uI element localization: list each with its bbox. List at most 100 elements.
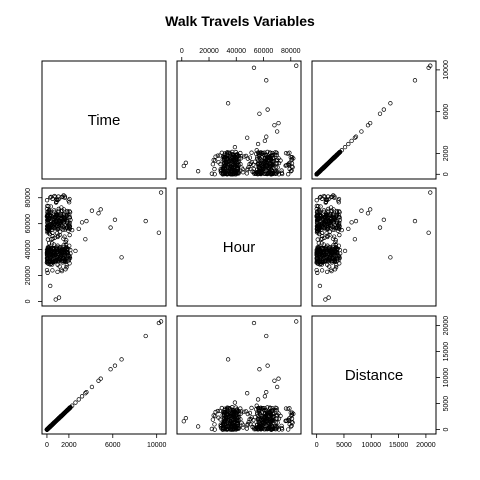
point-hour-vs-time-436 <box>59 249 64 254</box>
point-hour-vs-distance-11 <box>349 220 354 225</box>
point-time-vs-distance-436 <box>328 158 334 163</box>
point-hour-vs-time-355 <box>63 249 69 254</box>
point-hour-vs-time-429 <box>56 196 61 202</box>
point-hour-vs-time-5 <box>108 225 113 230</box>
point-distance-vs-time-5 <box>108 367 113 372</box>
point-hour-vs-distance-1 <box>426 230 431 235</box>
point-hour-vs-distance-350 <box>315 245 320 250</box>
point-hour-vs-distance-373 <box>324 231 329 236</box>
point-distance-vs-hour-25 <box>240 425 246 430</box>
point-distance-vs-hour-2 <box>264 333 269 339</box>
point-time-vs-distance-446 <box>331 156 336 161</box>
point-distance-vs-hour-22 <box>212 422 217 427</box>
point-distance-vs-hour-350 <box>236 426 241 431</box>
point-hour-vs-distance-402 <box>328 253 333 259</box>
point-time-vs-hour-412 <box>289 157 295 162</box>
point-hour-vs-time-443 <box>62 258 67 264</box>
point-hour-vs-time-288 <box>63 239 68 245</box>
point-distance-vs-hour-402 <box>227 414 232 419</box>
point-hour-vs-time-333 <box>62 195 67 200</box>
point-hour-vs-distance-343 <box>315 270 320 275</box>
point-time-vs-hour-421 <box>251 166 256 172</box>
point-time-vs-hour-220 <box>218 169 223 174</box>
point-hour-vs-distance-412 <box>330 194 335 199</box>
point-hour-vs-distance-3 <box>388 255 393 260</box>
point-time-vs-hour-11 <box>262 138 268 144</box>
point-hour-vs-time-415 <box>45 203 50 209</box>
y-tick-label-hour-0: 0 <box>25 299 32 303</box>
point-hour-vs-distance-268 <box>320 236 325 241</box>
point-hour-vs-time-7 <box>96 211 101 216</box>
point-distance-vs-hour-0 <box>294 319 299 324</box>
point-hour-vs-distance-19 <box>326 295 331 300</box>
point-time-vs-hour-271 <box>213 154 218 159</box>
point-hour-vs-distance-5 <box>377 225 383 230</box>
point-hour-vs-time-19 <box>56 295 62 300</box>
point-time-vs-hour-405 <box>221 157 227 162</box>
point-hour-vs-time-433 <box>54 255 59 260</box>
point-hour-vs-time-446 <box>61 212 66 217</box>
point-hour-vs-time-9 <box>84 218 89 224</box>
point-distance-vs-hour-436 <box>231 413 237 419</box>
point-hour-vs-time-373 <box>54 231 60 236</box>
point-hour-vs-distance-444 <box>326 214 331 219</box>
point-hour-vs-distance-141 <box>337 261 342 266</box>
point-distance-vs-hour-299 <box>262 410 268 416</box>
diagonal-label-distance: Distance <box>345 367 403 384</box>
point-hour-vs-time-13 <box>73 248 78 254</box>
point-hour-vs-distance-273 <box>335 228 341 233</box>
point-hour-vs-distance-9 <box>353 218 359 224</box>
point-time-vs-hour-348 <box>258 150 264 155</box>
point-hour-vs-time-349 <box>49 241 55 246</box>
point-hour-vs-time-125 <box>64 265 69 270</box>
point-time-vs-hour-422 <box>258 171 264 177</box>
point-time-vs-hour-19 <box>183 160 189 165</box>
point-time-vs-hour-434 <box>270 150 275 156</box>
point-distance-vs-time-3 <box>119 357 124 362</box>
point-distance-vs-hour-3 <box>225 357 231 362</box>
point-distance-vs-time-13 <box>73 400 78 405</box>
point-distance-vs-time-445 <box>44 427 50 432</box>
point-distance-vs-hour-431 <box>289 419 294 425</box>
point-time-vs-hour-436 <box>231 158 237 163</box>
point-hour-vs-distance-355 <box>333 249 338 254</box>
point-distance-vs-time-416 <box>67 405 73 410</box>
point-hour-vs-time-440 <box>49 224 55 230</box>
point-distance-vs-hour-9 <box>264 390 269 395</box>
point-hour-vs-time-416 <box>67 210 73 215</box>
point-hour-vs-time-404 <box>55 269 60 275</box>
point-distance-vs-hour-5 <box>257 367 262 372</box>
point-hour-vs-time-1 <box>156 230 162 235</box>
point-distance-vs-hour-399 <box>244 426 249 431</box>
point-distance-vs-hour-391 <box>230 417 236 423</box>
point-time-vs-hour-354 <box>212 158 218 163</box>
x-tick-label-hour-3: 60000 <box>254 48 274 55</box>
point-time-vs-hour-441 <box>283 150 289 156</box>
point-hour-vs-distance-267 <box>314 198 319 203</box>
y-tick-label-time-2: 6000 <box>443 104 450 120</box>
point-time-vs-hour-0 <box>294 63 299 68</box>
x-tick-label-distance-1: 5000 <box>336 442 352 449</box>
y-tick-label-hour-2: 40000 <box>25 240 32 260</box>
point-distance-vs-hour-435 <box>220 421 225 427</box>
point-hour-vs-distance-429 <box>326 196 331 202</box>
point-hour-vs-time-439 <box>45 214 50 219</box>
point-hour-vs-time-382 <box>60 227 66 232</box>
point-hour-vs-distance-442 <box>318 249 323 254</box>
point-distance-vs-hour-349 <box>240 422 245 427</box>
point-time-vs-hour-350 <box>236 171 241 176</box>
point-hour-vs-time-425 <box>45 220 50 226</box>
point-hour-vs-time-408 <box>55 262 60 267</box>
point-time-vs-distance-433 <box>324 162 329 168</box>
point-hour-vs-distance-12 <box>346 226 351 232</box>
point-distance-vs-time-441 <box>67 406 72 411</box>
y-tick-label-time-1: 2000 <box>443 146 450 162</box>
point-distance-vs-time-433 <box>54 418 59 423</box>
point-distance-vs-hour-373 <box>251 417 256 423</box>
point-hour-vs-distance-438 <box>332 258 338 263</box>
point-time-vs-hour-4 <box>265 107 270 112</box>
y-tick-label-hour-3: 60000 <box>25 214 32 234</box>
point-time-vs-hour-339 <box>239 153 244 159</box>
